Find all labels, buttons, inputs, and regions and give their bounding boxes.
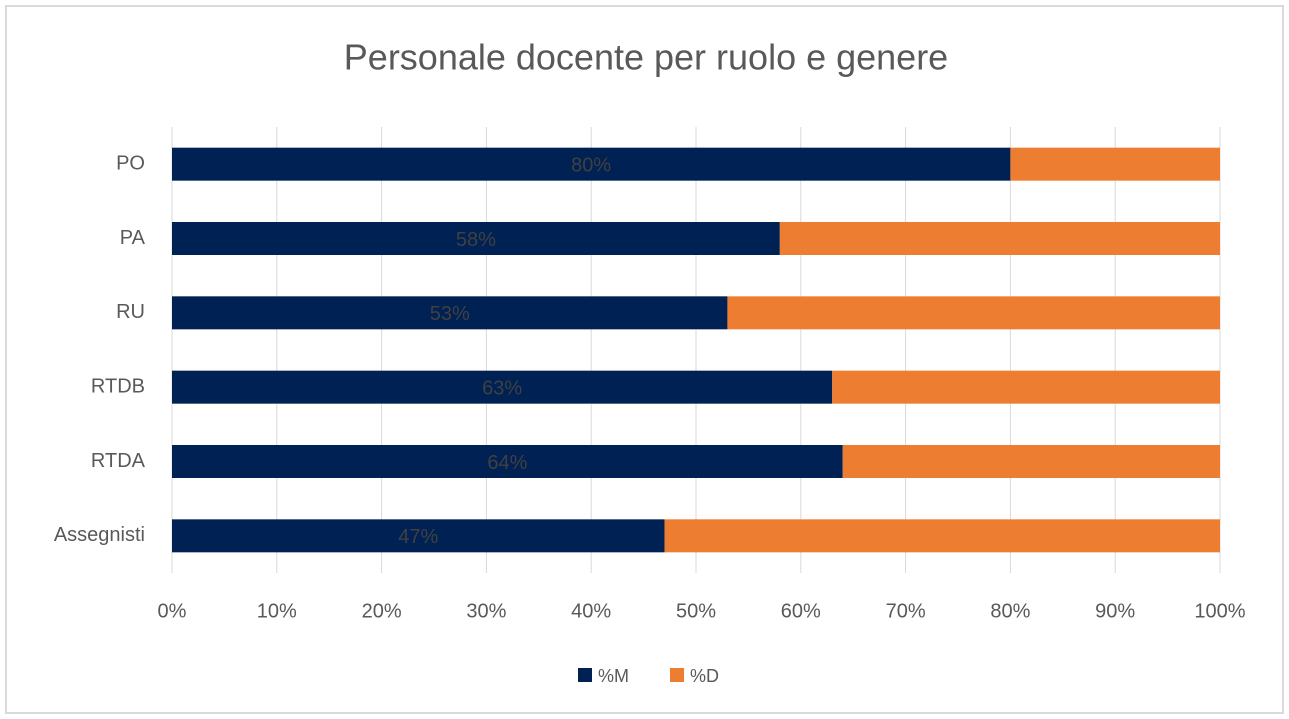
x-tick-label: 30% xyxy=(466,600,506,622)
y-tick-label: PO xyxy=(116,152,145,174)
x-tick-label: 20% xyxy=(362,600,402,622)
x-tick-label: 10% xyxy=(257,600,297,622)
x-tick-label: 90% xyxy=(1095,600,1135,622)
x-tick-label: 80% xyxy=(990,600,1030,622)
x-tick-label: 50% xyxy=(676,600,716,622)
chart-border xyxy=(5,5,1284,714)
legend-label: %D xyxy=(690,666,719,686)
data-label: 58% xyxy=(456,229,496,251)
x-tick-label: 60% xyxy=(781,600,821,622)
x-tick-label: 100% xyxy=(1194,600,1245,622)
bar-segment xyxy=(172,445,843,478)
y-tick-label: Assegnisti xyxy=(54,524,145,546)
chart-title: Personale docente per ruolo e genere xyxy=(344,37,948,78)
bar-segment xyxy=(727,296,1220,330)
bar-segment xyxy=(832,370,1220,404)
bar-segment xyxy=(172,370,833,404)
legend-swatch xyxy=(578,668,592,682)
x-tick-label: 0% xyxy=(158,600,187,622)
data-label: 64% xyxy=(487,452,527,474)
data-label: 80% xyxy=(571,154,611,176)
bar-segment xyxy=(172,519,665,553)
x-tick-label: 40% xyxy=(571,600,611,622)
bar-segment xyxy=(172,222,780,255)
legend-swatch xyxy=(670,668,684,682)
bar-segment xyxy=(172,296,728,330)
bar-segment xyxy=(664,519,1220,553)
legend-label: %M xyxy=(598,666,629,686)
y-tick-label: RU xyxy=(116,301,145,323)
data-label: 47% xyxy=(398,526,438,548)
bar-segment xyxy=(1010,147,1220,181)
y-tick-label: RTDB xyxy=(91,375,145,397)
x-tick-label: 70% xyxy=(886,600,926,622)
bar-segment xyxy=(172,147,1011,181)
data-label: 53% xyxy=(430,303,470,325)
y-tick-label: PA xyxy=(120,227,146,249)
bar-segment xyxy=(779,222,1220,255)
bar-segment xyxy=(842,445,1220,478)
y-tick-label: RTDA xyxy=(91,450,146,472)
data-label: 63% xyxy=(482,377,522,399)
